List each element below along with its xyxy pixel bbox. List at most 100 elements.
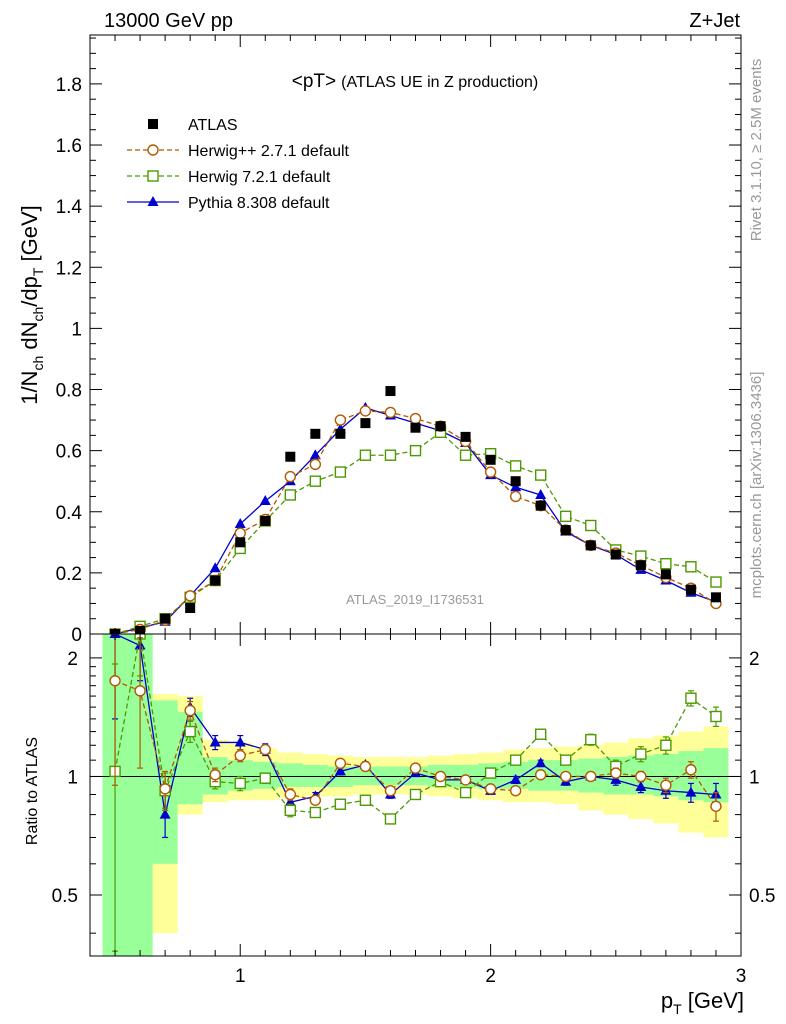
data-point bbox=[285, 451, 296, 462]
ratio-point bbox=[535, 757, 547, 768]
legend-label: Pythia 8.308 default bbox=[188, 195, 330, 212]
ratio-point bbox=[184, 704, 196, 717]
ratio-panel: 0.5 0.5 1 1 2 2 1 2 3 Ratio to ATLAS pT [GeV] bbox=[24, 633, 775, 1017]
y-tick-label: 0 bbox=[71, 625, 82, 646]
ratio-point bbox=[635, 748, 647, 760]
ratio-point bbox=[534, 769, 547, 781]
band-green bbox=[377, 766, 403, 786]
ratio-point bbox=[635, 781, 647, 792]
ratio-point bbox=[710, 800, 722, 812]
ratio-point bbox=[685, 692, 697, 704]
ratio-y-tick-label-right: 1 bbox=[749, 767, 760, 788]
ratio-point bbox=[109, 675, 121, 687]
ratio-point bbox=[234, 777, 246, 790]
legend-marker bbox=[147, 170, 159, 182]
data-point bbox=[409, 412, 422, 425]
ratio-point bbox=[685, 764, 697, 776]
data-point bbox=[484, 466, 497, 478]
data-point bbox=[685, 561, 697, 573]
ratio-point bbox=[209, 736, 221, 747]
data-point bbox=[335, 428, 346, 439]
y-tick-label: 0.4 bbox=[56, 503, 83, 524]
legend-label: ATLAS bbox=[188, 117, 238, 134]
ratio-point bbox=[284, 804, 297, 817]
band-green bbox=[277, 763, 303, 788]
data-point bbox=[435, 421, 446, 432]
rivet-label: Rivet 3.1.10, ≥ 2.5M events bbox=[748, 59, 765, 242]
ratio-point bbox=[660, 739, 672, 751]
data-point bbox=[284, 489, 297, 501]
data-point bbox=[309, 475, 322, 487]
ratio-point bbox=[284, 788, 297, 801]
legend-label: Herwig 7.2.1 default bbox=[188, 169, 331, 186]
data-point bbox=[459, 449, 472, 461]
x-tick-label: 1 bbox=[235, 966, 246, 987]
data-point bbox=[560, 510, 572, 523]
ratio-point bbox=[334, 757, 347, 769]
band-green bbox=[352, 766, 378, 786]
x-axis-label: pT [GeV] bbox=[661, 988, 744, 1017]
data-point bbox=[284, 470, 297, 483]
data-point bbox=[485, 454, 496, 465]
x-tick-label: 2 bbox=[485, 966, 496, 987]
header-left: 13000 GeV pp bbox=[104, 10, 233, 32]
ratio-point bbox=[309, 794, 322, 806]
data-point bbox=[334, 414, 347, 426]
ratio-point bbox=[534, 728, 547, 740]
ratio-point bbox=[610, 773, 622, 784]
mcplots-label: mcplots.cern.ch [arXiv:1306.3436] bbox=[748, 372, 765, 599]
legend: ATLAS Herwig++ 2.7.1 default Herwig 7.2.1 … bbox=[127, 117, 350, 212]
ratio-y-tick-label: 0.5 bbox=[52, 886, 78, 907]
data-point bbox=[510, 481, 522, 492]
data-point bbox=[534, 469, 547, 481]
data-point bbox=[385, 386, 396, 397]
ratio-point bbox=[510, 773, 522, 784]
data-point bbox=[685, 584, 696, 595]
chart-title: <pT> bbox=[292, 71, 336, 92]
ratio-point bbox=[234, 749, 246, 762]
data-point bbox=[384, 449, 397, 461]
ratio-point bbox=[159, 783, 171, 795]
data-point bbox=[309, 449, 321, 460]
y-tick-label: 1.2 bbox=[56, 258, 82, 279]
series-2 bbox=[109, 426, 722, 634]
chart-title-group: <pT> (ATLAS UE in Z production) bbox=[292, 71, 538, 92]
ratio-point bbox=[409, 762, 422, 774]
x-tick-label: 3 bbox=[736, 966, 747, 987]
data-point bbox=[660, 569, 671, 580]
y-tick-label: 1.6 bbox=[56, 136, 82, 157]
chart-subtitle: (ATLAS UE in Z production) bbox=[341, 74, 538, 91]
y-tick-label: 1.8 bbox=[56, 75, 82, 96]
legend-marker bbox=[147, 144, 159, 156]
data-point bbox=[259, 495, 271, 506]
y-tick-label: 1 bbox=[71, 319, 82, 340]
data-point bbox=[184, 590, 196, 602]
ratio-point bbox=[509, 754, 522, 766]
data-point bbox=[535, 500, 546, 511]
data-point bbox=[509, 490, 522, 503]
data-point bbox=[710, 592, 721, 603]
ratio-y-tick-label-right: 0.5 bbox=[749, 886, 775, 907]
data-point bbox=[359, 449, 372, 461]
ratio-frame bbox=[89, 633, 742, 957]
ratio-point bbox=[434, 770, 447, 783]
ratio-series-0 bbox=[109, 634, 722, 822]
y-tick-label: 0.8 bbox=[56, 381, 82, 402]
data-point bbox=[185, 603, 196, 614]
ratio-point bbox=[209, 769, 221, 781]
ratio-point bbox=[685, 786, 697, 797]
ratio-point bbox=[585, 770, 597, 783]
y-tick-label: 1.4 bbox=[56, 197, 83, 218]
ratio-point bbox=[259, 772, 271, 784]
ratio-point bbox=[234, 736, 246, 747]
ratio-point bbox=[309, 806, 322, 819]
data-point bbox=[535, 488, 547, 499]
ratio-point bbox=[635, 770, 647, 783]
data-point bbox=[210, 575, 221, 586]
data-point bbox=[260, 515, 271, 526]
ratio-point bbox=[359, 760, 372, 773]
ratio-y-tick-label: 1 bbox=[67, 767, 78, 788]
analysis-watermark: ATLAS_2019_I1736531 bbox=[346, 592, 484, 607]
ratio-point bbox=[560, 754, 572, 766]
